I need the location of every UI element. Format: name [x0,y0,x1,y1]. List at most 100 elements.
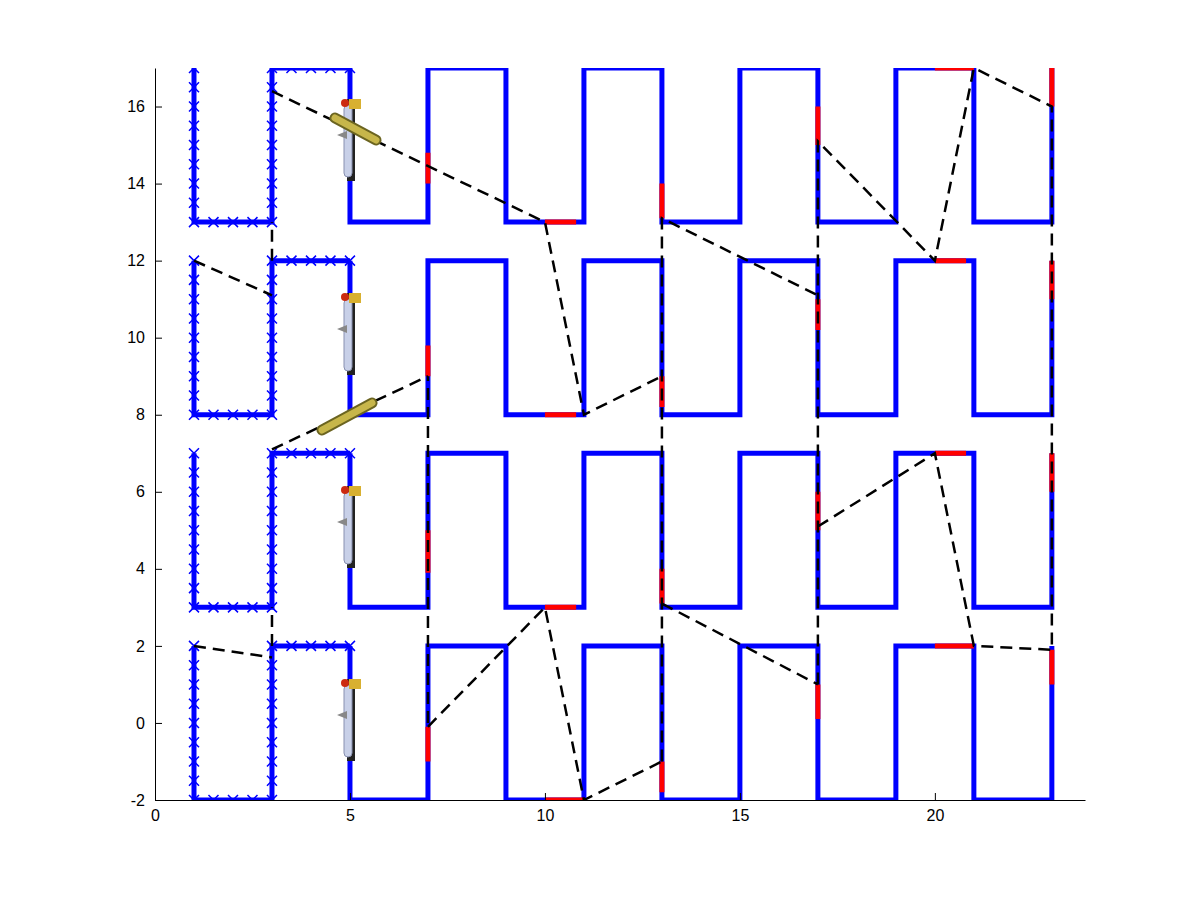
tick: 0 [136,715,162,732]
tick-mark [155,800,162,801]
marker [189,756,199,766]
marker [189,506,199,516]
tick-label: 8 [136,406,145,423]
marker [247,602,257,612]
marker [267,699,277,709]
marker [189,525,199,535]
tick-label: 10 [127,329,145,346]
marker [189,275,199,285]
path-line [350,261,1052,415]
tick-mark [155,492,162,493]
tick: 20 [926,793,944,824]
axis-line [155,69,156,801]
tick: 10 [127,329,162,346]
tick-mark [740,793,741,800]
series [189,641,355,800]
marker [189,68,199,73]
marker [189,179,199,189]
tick-label: 4 [136,560,145,577]
tick-label: 20 [926,807,944,824]
robots [322,99,376,761]
marker [267,545,277,555]
marker [189,217,199,227]
tick-label: 15 [732,807,750,824]
tick-mark [155,723,162,724]
robot-fin [337,711,347,719]
plot: 05101520-20246810121416 [127,63,1085,824]
marker [267,468,277,478]
path-line [428,68,1052,800]
path-line [350,453,1052,607]
tick-mark [935,793,936,800]
tick-label: 2 [136,638,145,655]
tick-label: 5 [346,807,355,824]
tick-label: 0 [136,715,145,732]
tick-label: 10 [537,807,555,824]
robot-body [344,685,352,757]
tick-label: 0 [151,807,160,824]
robot-arm [322,403,372,430]
marker [267,68,277,73]
tick-label: 12 [127,252,145,269]
marker [189,776,199,786]
marker [189,121,199,131]
tick-mark [155,415,162,416]
x-axis: 0 5 10 15 20 [151,793,1085,824]
marker [267,102,277,112]
marker [306,641,316,651]
marker [228,217,238,227]
marker [325,68,335,73]
marker [208,217,218,227]
marker [189,660,199,670]
marker [286,641,296,651]
robot-light [341,99,349,107]
marker [267,583,277,593]
marker [189,102,199,112]
marker [208,410,218,420]
marker [189,583,199,593]
robot-arm [322,403,372,430]
marker [267,737,277,747]
marker [267,82,277,92]
marker [306,448,316,458]
marker [189,487,199,497]
marker [267,487,277,497]
path-line [194,646,350,800]
marker [286,448,296,458]
tick: -2 [131,792,162,809]
marker [267,756,277,766]
robot-fin [337,131,347,139]
marker [189,371,199,381]
marker [267,159,277,169]
tick: 14 [127,175,162,192]
dashed-line [194,68,1052,800]
robot-light [341,293,349,301]
marker [267,352,277,362]
robot-light [341,679,349,687]
marker [267,294,277,304]
robot-body [344,105,352,177]
y-axis: -20246810121416 [127,69,162,809]
background [0,0,1200,900]
robot-head [349,486,361,496]
tick-mark [155,261,162,262]
axis-line [156,800,1086,801]
marker [189,737,199,747]
marker [267,179,277,189]
marker [267,410,277,420]
path-line [350,646,1052,800]
marker [228,795,238,800]
marker [189,545,199,555]
marker [189,448,199,458]
series [194,68,1052,800]
marker [189,256,199,266]
series [189,448,355,612]
tick: 4 [136,560,162,577]
tick-mark [155,569,162,570]
marker [267,371,277,381]
marker [189,679,199,689]
marker [267,390,277,400]
marker [189,352,199,362]
marker [325,448,335,458]
robot-icon [337,679,361,761]
